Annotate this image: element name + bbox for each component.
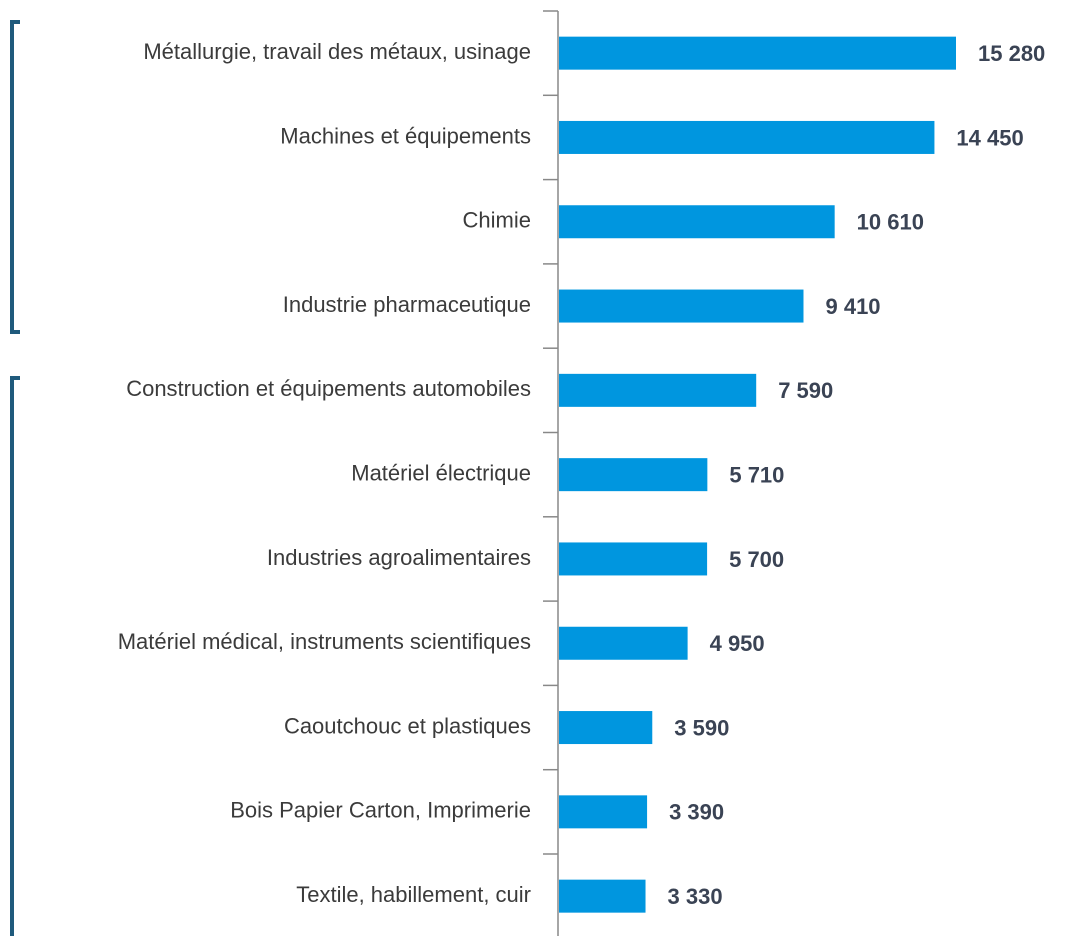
bar (559, 36, 956, 70)
value-label: 4 950 (710, 631, 765, 656)
value-label: 5 700 (729, 547, 784, 572)
group-bracket (10, 20, 20, 334)
bar (559, 711, 653, 745)
value-label: 9 410 (825, 294, 880, 319)
value-label: 14 450 (956, 125, 1023, 150)
value-label: 3 330 (668, 884, 723, 909)
category-label: Industrie pharmaceutique (283, 292, 531, 317)
bar (559, 373, 757, 407)
group-bracket (10, 376, 20, 936)
value-label: 10 610 (857, 210, 924, 235)
value-label: 5 710 (729, 462, 784, 487)
category-label: Industries agroalimentaires (267, 545, 531, 570)
bar (559, 289, 804, 323)
bar (559, 205, 835, 239)
bar (559, 879, 646, 913)
category-label: Bois Papier Carton, Imprimerie (230, 798, 531, 823)
category-label: Matériel électrique (351, 460, 531, 485)
value-label: 7 590 (778, 378, 833, 403)
category-label: Construction et équipements automobiles (126, 376, 531, 401)
category-label: Caoutchouc et plastiques (284, 713, 531, 738)
value-label: 15 280 (978, 41, 1045, 66)
category-label: Machines et équipements (280, 123, 531, 148)
bar (559, 458, 708, 492)
category-label: Textile, habillement, cuir (296, 882, 531, 907)
bar (559, 542, 708, 576)
bar (559, 120, 935, 154)
category-label: Métallurgie, travail des métaux, usinage (143, 39, 531, 64)
category-label: Matériel médical, instruments scientifiq… (118, 629, 531, 654)
category-label: Chimie (463, 208, 531, 233)
value-label: 3 390 (669, 800, 724, 825)
value-label: 3 590 (674, 715, 729, 740)
bar (559, 626, 688, 660)
bar (559, 795, 648, 829)
